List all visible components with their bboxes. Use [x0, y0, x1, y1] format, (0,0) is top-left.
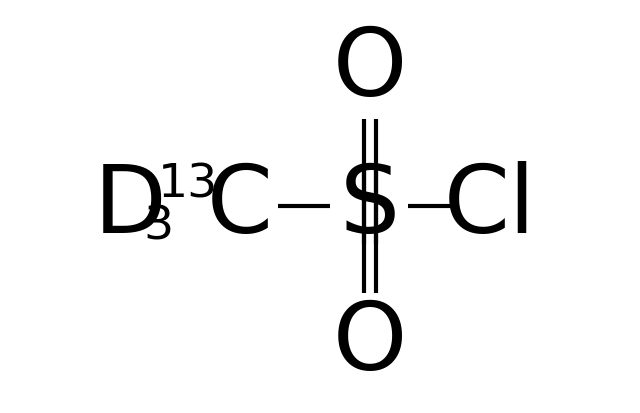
- Text: 13: 13: [157, 162, 218, 207]
- Text: O: O: [333, 297, 407, 389]
- Text: S: S: [340, 161, 400, 252]
- Text: O: O: [333, 24, 407, 116]
- Text: Cl: Cl: [444, 161, 536, 252]
- Text: D: D: [93, 161, 166, 252]
- Text: 3: 3: [143, 204, 173, 249]
- Text: C: C: [207, 161, 273, 252]
